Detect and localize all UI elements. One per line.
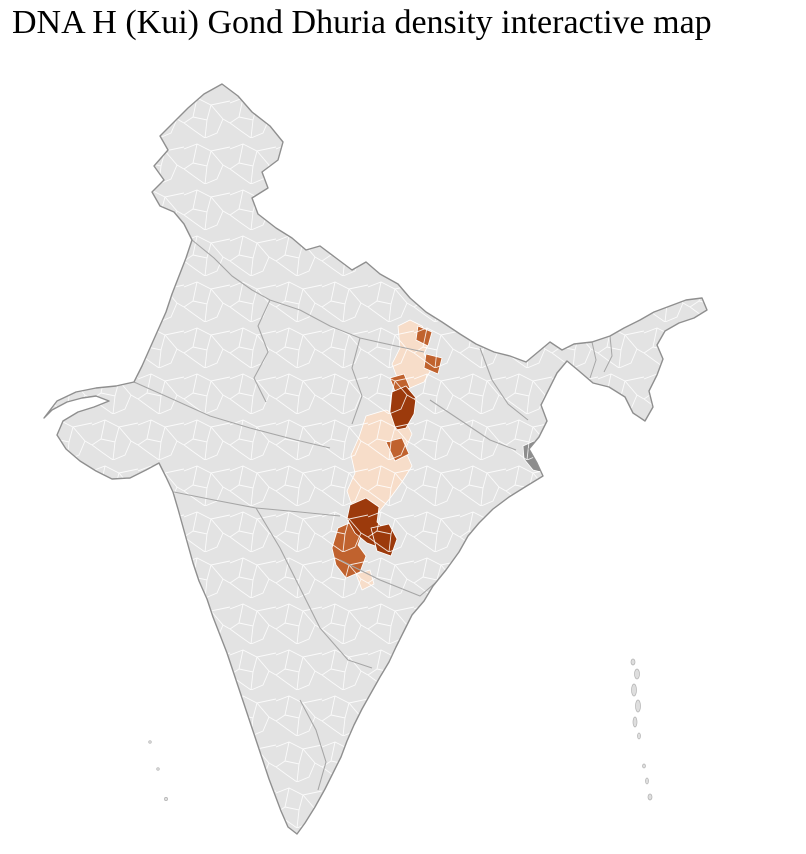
andaman-nicobar-islands <box>630 658 653 801</box>
district-grid-overlay <box>44 84 707 834</box>
page-title: DNA H (Kui) Gond Dhuria density interact… <box>12 4 712 41</box>
state-boundaries <box>133 239 613 791</box>
lakshadweep-islands <box>148 740 168 801</box>
